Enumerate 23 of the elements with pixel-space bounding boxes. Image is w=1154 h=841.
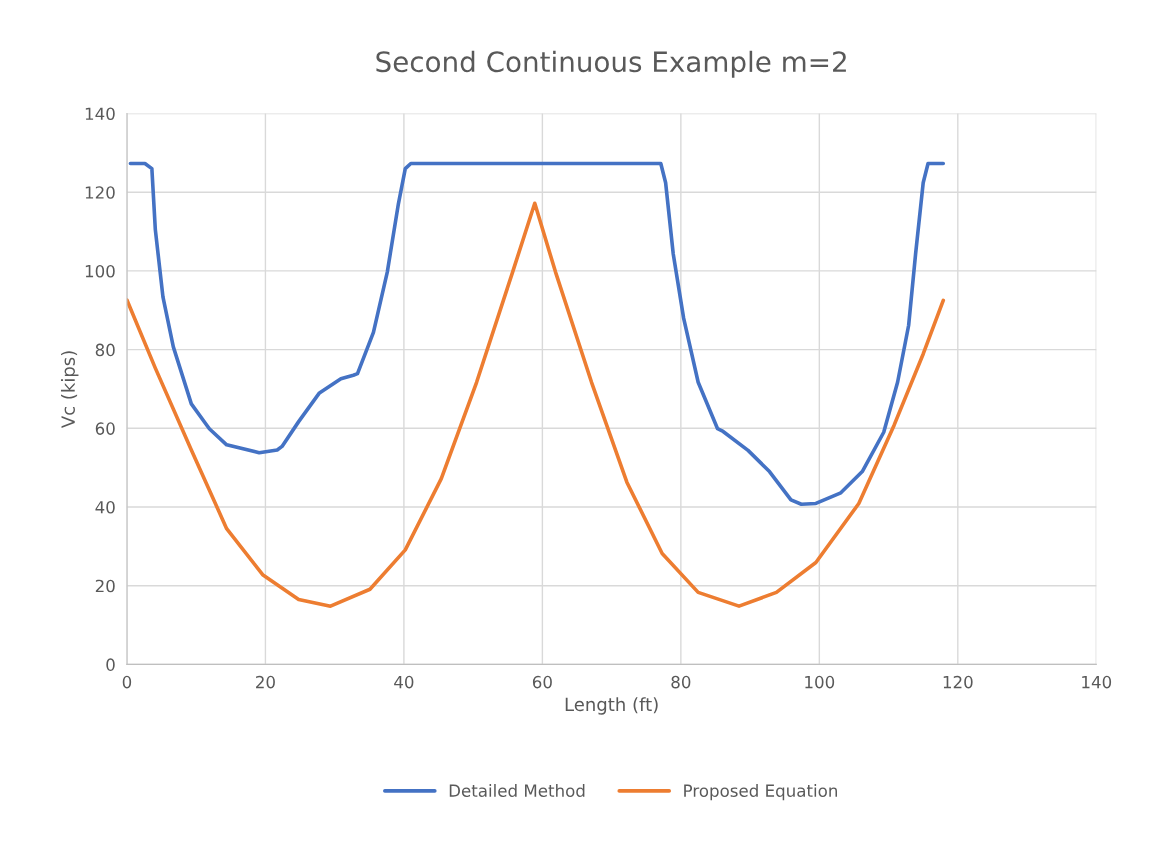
y-tick-label: 140 [85,107,115,121]
y-tick-label: 80 [95,343,115,357]
x-tick-label: 140 [1082,675,1112,689]
y-tick-label: 0 [106,658,115,671]
y-tick-label: 100 [85,264,115,278]
x-tick-label: 20 [256,675,275,689]
x-tick-label: 80 [671,675,691,689]
x-tick-label: 60 [532,675,552,689]
x-axis-title: Length (ft) [565,697,658,715]
y-axis-title: Vc (kips) [60,351,79,429]
y-tick-label: 40 [95,500,115,514]
y-tick-label: 60 [95,422,115,435]
legend-label: Detailed Method [449,784,585,797]
line-series [126,201,946,608]
legend-label: Proposed Equation [684,784,837,801]
x-tick-label: 100 [805,675,835,689]
x-tick-label: 0 [122,675,132,689]
x-tick-label: 40 [394,675,414,689]
y-tick-label: 20 [95,579,115,593]
chart-title: Second Continuous Example m=2 [376,50,846,78]
y-tick-label: 120 [85,186,115,199]
x-tick-label: 120 [943,675,973,689]
line-series [128,161,946,507]
